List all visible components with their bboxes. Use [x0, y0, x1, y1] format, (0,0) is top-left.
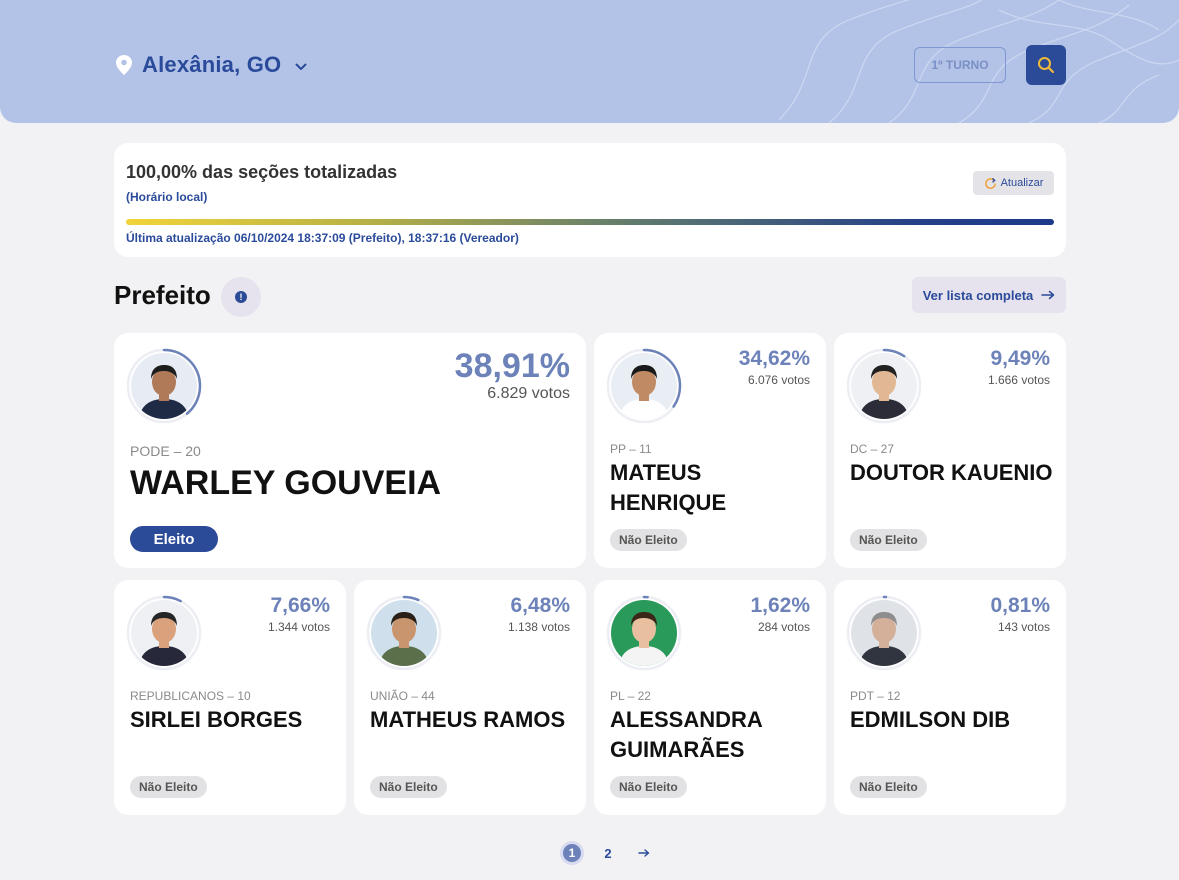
party-number: PP – 11: [610, 442, 652, 456]
not-elected-badge: Não Eleito: [370, 776, 447, 798]
candidate-card[interactable]: 1,62% 284 votos PL – 22 ALESSANDRA GUIMARÃE…: [594, 580, 826, 815]
vote-share-ring: [366, 595, 442, 671]
not-elected-badge: Não Eleito: [130, 776, 207, 798]
candidate-avatar: [846, 348, 922, 424]
candidate-photo: [851, 353, 917, 419]
vote-percent: 34,62%: [738, 347, 810, 370]
page-2-button[interactable]: 2: [604, 845, 612, 861]
candidate-name: MATHEUS RAMOS: [370, 707, 566, 732]
candidate-avatar: [126, 348, 202, 424]
full-list-label: Ver lista completa: [922, 287, 1034, 303]
section-title: Prefeito: [114, 280, 211, 310]
arrow-right-icon: [1041, 290, 1055, 300]
vote-percent: 7,66%: [270, 594, 330, 617]
page-1-button[interactable]: 1: [560, 841, 584, 865]
vote-share-ring: [126, 595, 202, 671]
candidate-avatar: [606, 595, 682, 671]
turno-button[interactable]: 1º TURNO: [914, 47, 1006, 83]
local-time-note: (Horário local): [126, 190, 208, 204]
candidate-card[interactable]: 6,48% 1.138 votos UNIÃO – 44 MATHEUS RAMOS N…: [354, 580, 586, 815]
candidate-name: ALESSANDRA GUIMARÃES: [610, 707, 762, 762]
candidate-card[interactable]: 0,81% 143 votos PDT – 12 EDMILSON DIB Não El…: [834, 580, 1066, 815]
party-number: DC – 27: [850, 442, 895, 456]
vote-share-ring: [846, 595, 922, 671]
vote-percent: 1,62%: [750, 594, 810, 617]
party-number: PL – 22: [610, 689, 651, 703]
candidate-name: WARLEY GOUVEIA: [130, 464, 442, 502]
candidate-photo: [851, 600, 917, 666]
header-bar: Alexânia, GO 1º TURNO: [0, 0, 1179, 123]
party-number: PODE – 20: [130, 443, 201, 459]
candidate-card[interactable]: 9,49% 1.666 votos DC – 27 DOUTOR KAUENIO Não…: [834, 333, 1066, 568]
candidate-avatar: [126, 595, 202, 671]
party-number: UNIÃO – 44: [370, 689, 435, 703]
candidate-photo: [371, 600, 437, 666]
candidate-card[interactable]: 7,66% 1.344 votos REPUBLICANOS – 10 SIRLEI …: [114, 580, 346, 815]
candidate-photo: [611, 353, 677, 419]
search-icon: [1038, 57, 1055, 74]
vote-count: 6.076 votos: [747, 373, 810, 387]
not-elected-badge: Não Eleito: [610, 776, 687, 798]
page-1-label: 1: [563, 844, 581, 862]
vote-percent: 0,81%: [990, 594, 1050, 617]
vote-share-ring: [606, 595, 682, 671]
vote-count: 1.666 votos: [987, 373, 1050, 387]
search-button[interactable]: [1026, 45, 1066, 85]
refresh-icon: [984, 177, 996, 189]
candidate-photo: [131, 600, 197, 666]
info-button[interactable]: !: [221, 277, 261, 317]
full-list-button[interactable]: Ver lista completa: [912, 277, 1066, 313]
city-name: Alexânia, GO: [142, 52, 282, 77]
vote-count: 143 votos: [997, 620, 1050, 634]
map-pin-icon: [116, 55, 132, 75]
candidate-avatar: [606, 348, 682, 424]
elected-badge: Eleito: [130, 526, 218, 552]
info-icon: !: [235, 291, 247, 303]
candidate-name: SIRLEI BORGES: [130, 707, 303, 732]
candidate-name: EDMILSON DIB: [850, 707, 1011, 732]
next-page-button[interactable]: [632, 841, 656, 865]
refresh-button[interactable]: Atualizar: [973, 171, 1054, 195]
arrow-right-icon: [638, 849, 650, 857]
vote-count: 1.344 votos: [267, 620, 330, 634]
last-update-text: Última atualização 06/10/2024 18:37:09 (…: [126, 231, 519, 245]
vote-count: 6.829 votos: [487, 385, 570, 402]
vote-count: 284 votos: [757, 620, 810, 634]
vote-share-ring: [606, 348, 682, 424]
totalization-progress-bar: [126, 219, 1054, 225]
vote-count: 1.138 votos: [507, 620, 570, 634]
pagination: 1 2: [560, 841, 656, 865]
not-elected-badge: Não Eleito: [610, 529, 687, 551]
candidate-card[interactable]: 38,91% 6.829 votos PODE – 20 WARLEY GOUVEIA…: [114, 333, 586, 568]
vote-percent: 6,48%: [510, 594, 570, 617]
vote-percent: 9,49%: [990, 347, 1050, 370]
candidate-avatar: [846, 595, 922, 671]
totalization-progress-fill: [126, 219, 1054, 225]
candidate-avatar: [366, 595, 442, 671]
not-elected-badge: Não Eleito: [850, 529, 927, 551]
candidate-name: DOUTOR KAUENIO: [850, 460, 1053, 485]
vote-percent: 38,91%: [454, 347, 570, 385]
not-elected-badge: Não Eleito: [850, 776, 927, 798]
party-number: PDT – 12: [850, 689, 901, 703]
candidate-photo: [611, 600, 677, 666]
candidate-name: MATEUS HENRIQUE: [610, 460, 727, 515]
totalization-title: 100,00% das seções totalizadas: [126, 162, 398, 182]
candidate-photo: [131, 353, 197, 419]
city-selector[interactable]: Alexânia, GO: [116, 52, 307, 78]
vote-share-ring: [846, 348, 922, 424]
vote-share-ring: [126, 348, 202, 424]
party-number: REPUBLICANOS – 10: [130, 689, 251, 703]
refresh-label: Atualizar: [1000, 177, 1044, 189]
candidate-card[interactable]: 34,62% 6.076 votos PP – 11 MATEUS HENRIQUE N…: [594, 333, 826, 568]
totalization-status-card: 100,00% das seções totalizadas (Horário …: [114, 143, 1066, 257]
chevron-down-icon: [295, 63, 307, 70]
